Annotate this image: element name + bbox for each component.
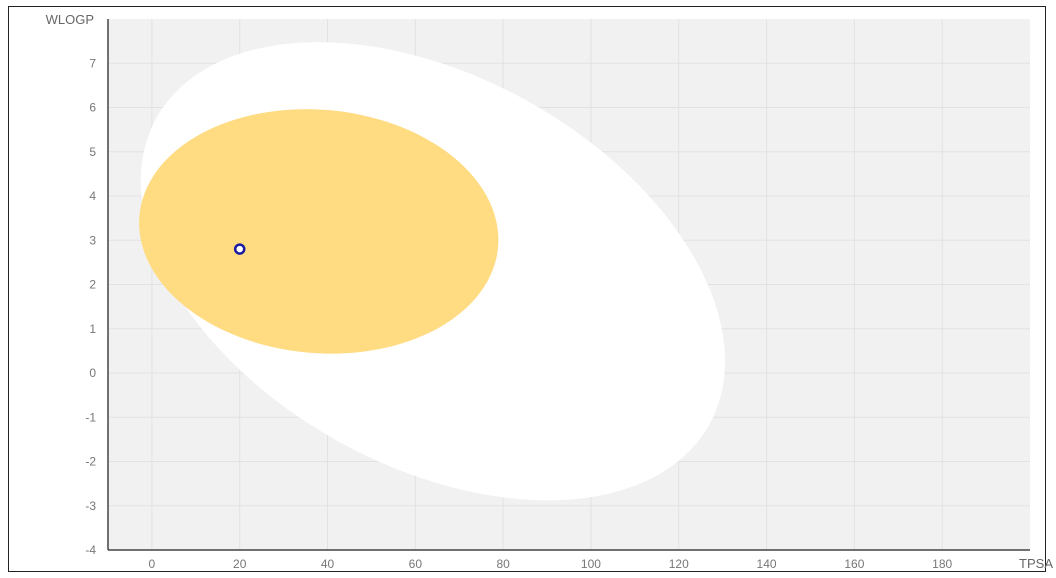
x-tick-label: 80 bbox=[496, 557, 510, 571]
x-tick-label: 20 bbox=[233, 557, 247, 571]
x-tick-label: 140 bbox=[757, 557, 777, 571]
y-tick-label: 7 bbox=[89, 56, 96, 70]
x-axis-title: TPSA bbox=[1019, 556, 1053, 571]
egg-yolk-region bbox=[139, 109, 499, 354]
molecule-point bbox=[233, 243, 246, 255]
y-tick-label: 6 bbox=[89, 101, 96, 115]
y-axis-title: WLOGP bbox=[46, 12, 94, 27]
x-tick-label: 60 bbox=[409, 557, 423, 571]
x-tick-label: 100 bbox=[581, 557, 601, 571]
x-tick-label: 0 bbox=[149, 557, 156, 571]
x-tick-label: 40 bbox=[321, 557, 335, 571]
y-tick-label: -1 bbox=[85, 410, 96, 424]
y-tick-label: -3 bbox=[85, 499, 96, 513]
y-tick-label: 5 bbox=[89, 145, 96, 159]
x-tick-label: 160 bbox=[844, 557, 864, 571]
data-points bbox=[233, 243, 246, 255]
y-tick-label: -4 bbox=[85, 543, 96, 557]
y-tick-label: 0 bbox=[89, 366, 96, 380]
regions bbox=[139, 42, 726, 501]
y-tick-labels: -4 -3 -2 -1 0 1 2 3 4 5 6 7 bbox=[85, 56, 96, 557]
y-tick-label: 1 bbox=[89, 322, 96, 336]
x-tick-label: 180 bbox=[932, 557, 952, 571]
y-tick-label: 2 bbox=[89, 278, 96, 292]
y-tick-label: -2 bbox=[85, 455, 96, 469]
axes bbox=[107, 19, 1030, 551]
y-tick-label: 4 bbox=[89, 189, 96, 203]
y-tick-label: 3 bbox=[89, 233, 96, 247]
x-tick-labels: 0 20 40 60 80 100 120 140 160 180 bbox=[149, 557, 953, 571]
x-tick-label: 120 bbox=[669, 557, 689, 571]
